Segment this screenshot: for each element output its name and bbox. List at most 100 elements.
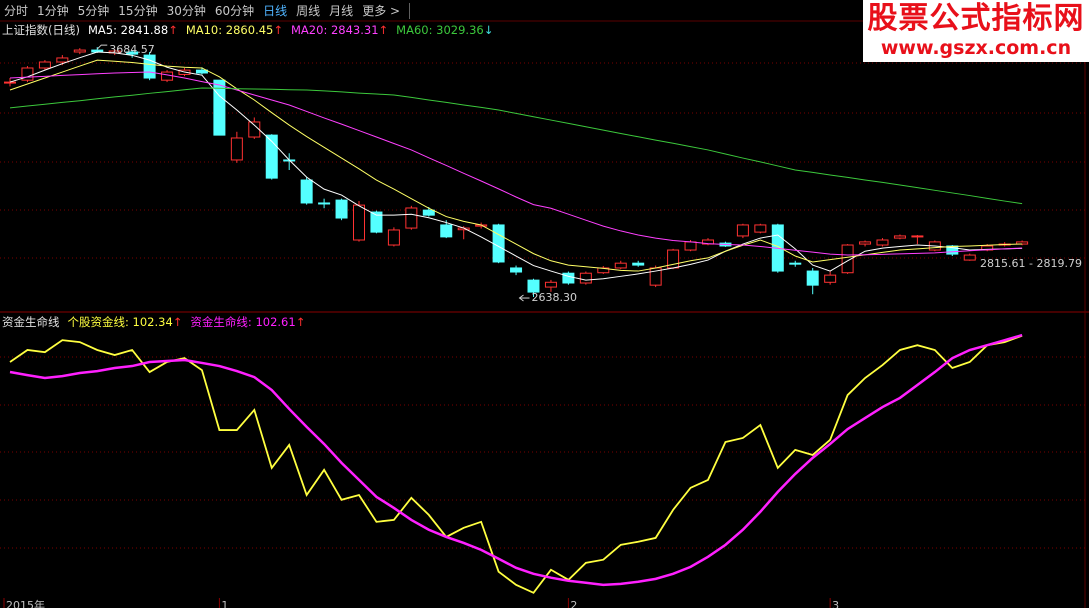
candle-body [824, 274, 837, 283]
period-tab[interactable]: 5分钟 [77, 4, 110, 18]
legend-entry: 个股资金线102.34↑ [68, 315, 183, 329]
ma-line [9, 87, 1023, 205]
ma-line [9, 51, 1023, 281]
x-tick-label: 3 [832, 599, 839, 608]
candle-body [405, 207, 418, 229]
legend-entry: MA202843.31↑ [291, 23, 388, 37]
indicator-line [9, 334, 1023, 594]
legend-name: MA60 [396, 23, 436, 37]
period-tab[interactable]: 分时 [4, 4, 29, 18]
candle-body [38, 61, 51, 69]
candle-body [213, 79, 226, 136]
legend-name: MA10 [186, 23, 226, 37]
legend-value: 102.61 [255, 315, 296, 329]
candle-body [632, 262, 645, 266]
candle-body [736, 224, 749, 237]
legend-arrow: ↓ [483, 23, 494, 37]
high-label: 3684.57 [109, 43, 155, 56]
candle-body [440, 224, 453, 238]
candle-body [492, 224, 505, 263]
price-legend: 上证指数(日线)MA52841.88↑MA102860.45↑MA202843.… [2, 23, 493, 37]
candle-body [73, 49, 86, 53]
legend-arrow: ↑ [378, 23, 389, 37]
period-tab[interactable]: 1分钟 [37, 4, 69, 18]
period-tab[interactable]: 日线 [263, 4, 288, 18]
candle-body [56, 57, 69, 63]
candle-body [544, 281, 557, 288]
candle-body [353, 204, 365, 241]
legend-value: 2843.31 [330, 23, 379, 37]
candle-body [684, 241, 697, 251]
candle-body [265, 134, 278, 179]
indicator-legend: 资金生命线个股资金线102.34↑资金生命线102.61↑ [2, 315, 305, 329]
candle-body [318, 202, 331, 205]
candle-body [161, 71, 174, 81]
candle-body [527, 279, 540, 293]
legend-arrow: ↑ [168, 23, 178, 37]
x-tick-label: 1 [221, 599, 228, 608]
low-pointer-head [518, 294, 524, 302]
indicator-line [9, 333, 1023, 587]
candle-body [335, 199, 348, 219]
candle-body [963, 254, 976, 261]
candle-body [422, 209, 435, 216]
candle-body [195, 69, 208, 74]
candle-body [387, 229, 400, 246]
candle-body [789, 262, 802, 265]
candle-body [21, 67, 34, 81]
x-tick-label: 2 [570, 599, 577, 608]
legend-name: 资金生命线 [190, 315, 255, 329]
candle-body [248, 121, 261, 138]
candle-body [300, 179, 313, 204]
watermark-url: www.gszx.com.cn [880, 37, 1072, 59]
legend-value: 102.34 [132, 315, 173, 329]
legend-value: 2841.88 [120, 23, 169, 37]
legend-value: 2860.45 [225, 23, 274, 37]
legend-name: 个股资金线 [68, 315, 133, 329]
watermark: 股票公式指标网 www.gszx.com.cn [863, 0, 1089, 62]
legend-name: MA5 [88, 23, 121, 37]
period-tab[interactable]: 60分钟 [214, 4, 255, 18]
candle-body [230, 137, 243, 161]
period-tab[interactable]: 更多 > [362, 4, 401, 18]
legend-entry: MA102860.45↑ [186, 23, 283, 37]
period-tab[interactable]: 月线 [329, 4, 354, 18]
legend-entry: MA603029.36↓ [396, 23, 493, 37]
candle-body [126, 51, 139, 55]
panel-title: 资金生命线 [2, 315, 60, 329]
x-tick-label: 2015年 [6, 598, 45, 608]
legend-entry: 资金生命线102.61↑ [190, 315, 305, 329]
panel-title: 上证指数(日线) [2, 23, 80, 37]
range-label: 2815.61 - 2819.79 [980, 257, 1082, 270]
period-toolbar: 分时 1分钟 5分钟 15分钟 30分钟 60分钟 日线 周线 月线 更多 > [4, 2, 411, 20]
candle-body [370, 211, 383, 233]
legend-name: MA20 [291, 23, 331, 37]
low-label: 2638.30 [532, 291, 578, 304]
toolbar-separator [409, 3, 411, 19]
candle-body [562, 272, 575, 284]
period-tab[interactable]: 15分钟 [118, 4, 158, 18]
candle-body [841, 244, 854, 274]
high-pointer [96, 44, 108, 50]
candle-body [143, 54, 156, 79]
candle-body [893, 235, 906, 239]
candle-body [614, 262, 627, 269]
legend-arrow: ↑ [295, 315, 306, 329]
candle-body [4, 81, 16, 84]
ma-line [9, 59, 1023, 272]
candle-body [806, 270, 819, 286]
legend-entry: MA52841.88↑ [88, 23, 178, 37]
candle-body [876, 239, 889, 246]
legend-value: 3029.36 [436, 23, 484, 37]
candle-body [510, 267, 523, 273]
legend-arrow: ↑ [172, 315, 183, 329]
ma-line [9, 71, 1023, 256]
candle-body [579, 272, 592, 284]
candle-body [911, 235, 924, 238]
period-tab[interactable]: 30分钟 [166, 4, 206, 18]
period-tab[interactable]: 周线 [296, 4, 321, 18]
legend-arrow: ↑ [273, 23, 283, 37]
watermark-title: 股票公式指标网 [867, 1, 1085, 36]
